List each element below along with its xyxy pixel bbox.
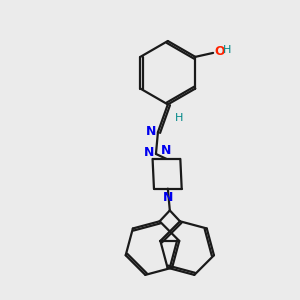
Text: O: O: [214, 45, 225, 58]
Text: H: H: [175, 113, 183, 123]
Text: H: H: [223, 45, 231, 55]
Text: N: N: [146, 125, 156, 138]
Text: N: N: [161, 144, 172, 157]
Text: N: N: [163, 190, 173, 204]
Text: N: N: [144, 146, 154, 160]
